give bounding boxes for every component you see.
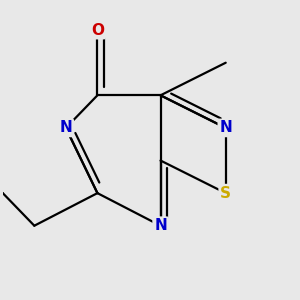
Text: N: N [59,120,72,135]
Text: N: N [219,120,232,135]
Text: O: O [91,22,104,38]
Text: N: N [154,218,167,233]
Text: S: S [220,186,231,201]
